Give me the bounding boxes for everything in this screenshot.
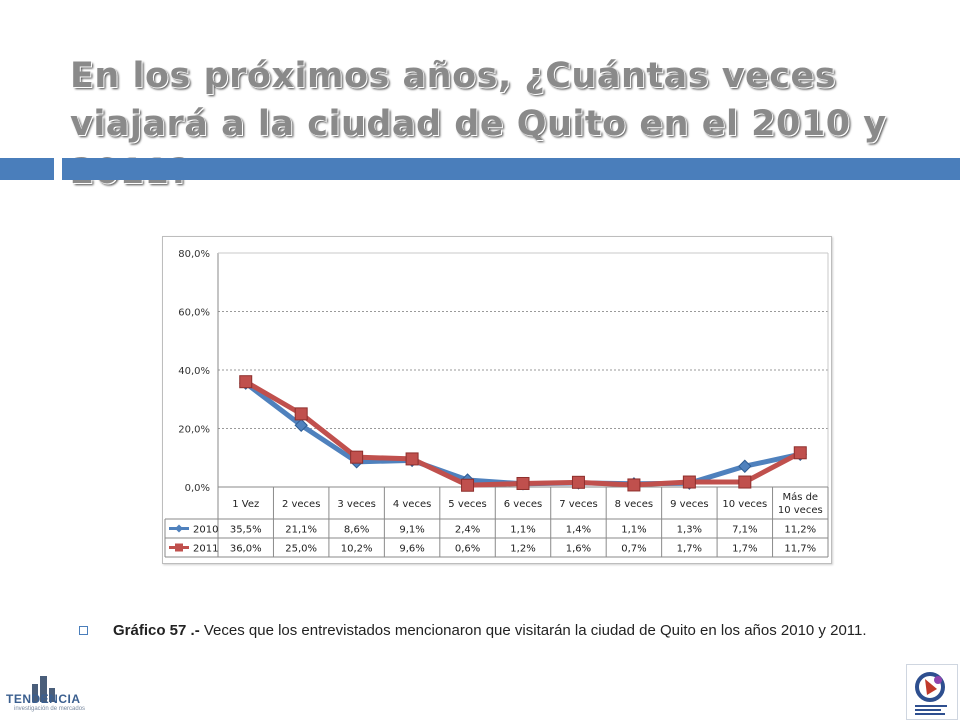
data-label: 1,1% bbox=[510, 525, 535, 536]
x-tick-label: 9 veces bbox=[670, 499, 708, 510]
x-tick-label: 7 veces bbox=[559, 499, 597, 510]
partner-logo-icon bbox=[915, 672, 947, 715]
chart-frame: 0,0% 20,0% 40,0% 60,0% 80,0% 1 Vez 2 veces 3 ve… bbox=[162, 236, 832, 564]
data-point-2010 bbox=[738, 459, 752, 473]
legend-label: 2011 bbox=[193, 544, 218, 555]
legend-marker-2010 bbox=[175, 524, 183, 533]
data-label: 25,0% bbox=[285, 544, 317, 555]
data-label: 0,7% bbox=[621, 544, 646, 555]
x-tick-label: 5 veces bbox=[448, 499, 486, 510]
data-point-2010 bbox=[294, 418, 308, 432]
legend-marker-2011 bbox=[175, 543, 183, 552]
data-point-2011 bbox=[239, 375, 253, 389]
caption-label: Gráfico 57 .- bbox=[113, 622, 200, 639]
data-label: 0,6% bbox=[455, 544, 480, 555]
data-point-2011 bbox=[627, 478, 641, 492]
x-tick-label: 6 veces bbox=[504, 499, 542, 510]
data-label: 1,7% bbox=[732, 544, 757, 555]
data-label: 1,2% bbox=[510, 544, 535, 555]
x-tick-label: 2 veces bbox=[282, 499, 320, 510]
data-label: 1,1% bbox=[621, 525, 646, 536]
y-tick-label: 60,0% bbox=[178, 308, 210, 319]
data-point-2011 bbox=[571, 475, 585, 489]
data-label: 7,1% bbox=[732, 525, 757, 536]
y-tick-label: 40,0% bbox=[178, 366, 210, 377]
data-label: 1,4% bbox=[566, 525, 591, 536]
data-point-2011 bbox=[350, 450, 364, 464]
data-label: 35,5% bbox=[230, 525, 262, 536]
x-tick-label: 3 veces bbox=[337, 499, 375, 510]
data-label: 1,6% bbox=[566, 544, 591, 555]
data-label: 21,1% bbox=[285, 525, 317, 536]
logo-wordmark: TENDENCIA bbox=[6, 692, 81, 706]
data-point-2011 bbox=[516, 476, 530, 490]
data-label: 8,6% bbox=[344, 525, 369, 536]
data-point-2011 bbox=[793, 446, 807, 460]
data-point-2011 bbox=[461, 478, 475, 492]
y-tick-label: 20,0% bbox=[178, 425, 210, 436]
series-line-2011 bbox=[244, 379, 802, 488]
data-label: 2,4% bbox=[455, 525, 480, 536]
figure-caption: Gráfico 57 .- Veces que los entrevistado… bbox=[79, 620, 915, 642]
tendencia-logo: TENDENCIA investigación de mercados bbox=[4, 664, 90, 718]
slide-title: En los próximos años, ¿Cuántas veces via… bbox=[70, 56, 887, 192]
data-label: 11,7% bbox=[784, 544, 816, 555]
data-label: 1,3% bbox=[677, 525, 702, 536]
y-tick-label: 80,0% bbox=[178, 249, 210, 260]
x-tick-label: 1 Vez bbox=[232, 499, 259, 510]
caption-text: Veces que los entrevistados mencionaron … bbox=[199, 622, 867, 639]
data-point-2011 bbox=[405, 452, 419, 466]
x-tick-label: 8 veces bbox=[615, 499, 653, 510]
data-label: 9,6% bbox=[399, 544, 424, 555]
line-chart: 0,0% 20,0% 40,0% 60,0% 80,0% 1 Vez 2 veces 3 ve… bbox=[164, 249, 829, 558]
bullet-icon bbox=[79, 626, 88, 635]
data-point-2011 bbox=[294, 407, 308, 421]
logo-tagline: investigación de mercados bbox=[14, 706, 86, 712]
data-label: 1,7% bbox=[677, 544, 702, 555]
data-label: 9,1% bbox=[399, 525, 424, 536]
data-label: 11,2% bbox=[784, 525, 816, 536]
legend-label: 2010 bbox=[193, 525, 218, 536]
x-tick-label: 10 veces bbox=[722, 499, 767, 510]
data-label: 10,2% bbox=[341, 544, 373, 555]
x-tick-label: 4 veces bbox=[393, 499, 431, 510]
title-accent-bar-right bbox=[62, 158, 960, 180]
title-accent-bar-left bbox=[0, 158, 54, 180]
partner-logo bbox=[906, 664, 958, 720]
data-label: 36,0% bbox=[230, 544, 262, 555]
y-tick-label: 0,0% bbox=[185, 483, 210, 494]
data-point-2011 bbox=[682, 475, 696, 489]
data-point-2011 bbox=[738, 475, 752, 489]
x-tick-label: Más de 10 veces bbox=[778, 491, 823, 516]
